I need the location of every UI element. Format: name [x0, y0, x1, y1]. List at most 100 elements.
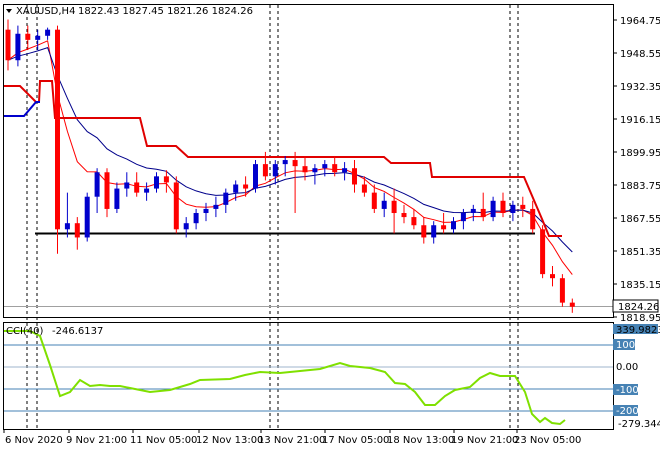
trailing-stop-line-bull — [4, 101, 40, 117]
candle-body — [55, 29, 60, 230]
candle-body — [500, 200, 506, 214]
candle-body — [163, 176, 169, 183]
price-tick-label: 1899.95 — [620, 148, 660, 159]
candle-body — [451, 221, 456, 230]
cci-axis-bottom: -279.3441 — [618, 419, 660, 430]
price-tick-label: 1851.35 — [620, 247, 660, 258]
current-price-label: 1824.26 — [618, 302, 659, 313]
candle-body — [550, 274, 555, 279]
cci-level-tag-minus100 — [613, 384, 638, 395]
candle-body — [193, 213, 199, 224]
candle-body — [233, 184, 239, 193]
candle-body — [144, 188, 150, 193]
session-separators — [26, 5, 519, 429]
candle-body — [520, 204, 526, 209]
candle-body — [569, 302, 575, 307]
time-tick-label: 17 Nov 05:00 — [322, 435, 389, 446]
cci-axis: 339.9823 100 0.00 -100 -200 -279.3441 — [613, 324, 660, 430]
candle-body — [154, 176, 159, 189]
candle-body — [15, 33, 21, 61]
candle-body — [441, 225, 447, 230]
candle-body — [381, 200, 387, 209]
chart-header: XAUUSD,H4 1822.43 1827.45 1821.26 1824.2… — [6, 6, 253, 17]
indicator-lines — [4, 40, 573, 275]
candle-body — [470, 208, 476, 214]
ohlc-values: 1822.43 1827.45 1821.26 1824.26 — [78, 6, 253, 17]
time-tick-label: 6 Nov 2020 — [5, 435, 63, 446]
candle-body — [302, 166, 308, 173]
price-tick-label: 1818.95 — [620, 313, 660, 324]
candle-body — [114, 188, 120, 209]
cci-value: -246.6137 — [52, 326, 103, 337]
price-tick-label: 1835.15 — [620, 280, 660, 291]
time-tick-label: 13 Nov 21:00 — [258, 435, 325, 446]
time-tick-label: 9 Nov 21:00 — [66, 435, 127, 446]
candle-body — [134, 182, 140, 193]
candle-body — [5, 29, 11, 61]
price-tick-label: 1883.75 — [620, 181, 660, 192]
candle-body — [371, 192, 377, 209]
candle-body — [431, 225, 437, 238]
candle-body — [45, 29, 51, 36]
candle-body — [282, 160, 288, 165]
candle-body — [559, 278, 565, 303]
cci-levels — [4, 344, 613, 412]
candle-body — [183, 223, 189, 230]
candle-body — [223, 192, 229, 205]
cci-axis-top: 339.9823 — [616, 325, 660, 336]
cci-level-tag-minus200 — [613, 405, 638, 416]
candle-body — [490, 200, 496, 218]
candle-body — [312, 168, 318, 173]
cci-level-label-minus100: -100 — [616, 385, 639, 396]
symbol-label: XAUUSD,H4 — [16, 6, 75, 17]
cci-label: CCI(40) — [6, 326, 44, 337]
price-tick-label: 1948.55 — [620, 49, 660, 60]
candle-body — [173, 182, 179, 230]
cci-level-label-0: 0.00 — [616, 362, 638, 373]
price-panel-frame — [3, 4, 614, 318]
candle-body — [124, 182, 130, 189]
candle-body — [25, 33, 31, 40]
current-price-tag: 1824.26 — [612, 299, 659, 313]
price-tick-label: 1916.15 — [620, 115, 660, 126]
cci-line — [4, 330, 566, 426]
candle-body — [64, 223, 70, 230]
price-tick-label: 1867.55 — [620, 214, 660, 225]
candle-body — [411, 217, 417, 226]
candle-body — [35, 35, 41, 40]
candle-body — [94, 172, 100, 197]
candle-body — [530, 208, 536, 230]
candle-body — [460, 213, 466, 222]
time-tick-label: 18 Nov 13:00 — [387, 435, 454, 446]
moving-average-slow — [7, 46, 573, 253]
price-axis: 1964.75 1948.55 1932.35 1916.15 1899.95 1883.… — [613, 16, 660, 324]
cci-level-label-100: 100 — [616, 340, 635, 351]
candle-body — [84, 196, 90, 238]
cci-panel-frame — [3, 322, 614, 430]
candle-body — [391, 200, 397, 214]
candle-body — [292, 160, 298, 167]
candle-body — [74, 223, 80, 238]
candle-body — [342, 168, 348, 173]
candle-body — [272, 164, 278, 177]
candle-body — [480, 208, 486, 218]
candle-body — [253, 164, 258, 189]
price-tick-label: 1932.35 — [620, 82, 660, 93]
candle-body — [243, 184, 249, 189]
cci-series — [4, 330, 566, 426]
cci-level-tag-100 — [613, 339, 635, 350]
candle-body — [401, 213, 407, 218]
time-tick-label: 19 Nov 21:00 — [451, 435, 518, 446]
moving-average-fast — [7, 40, 573, 275]
candle-body — [421, 225, 427, 238]
candle-body — [352, 168, 357, 185]
price-tick-label: 1964.75 — [620, 16, 660, 27]
time-tick-label: 23 Nov 05:00 — [514, 435, 581, 446]
candle-body — [104, 172, 110, 209]
candle-body — [322, 164, 328, 169]
candle-body — [361, 184, 367, 193]
candle-body — [332, 164, 338, 173]
dropdown-triangle-icon[interactable] — [6, 9, 12, 13]
candles — [5, 19, 575, 313]
